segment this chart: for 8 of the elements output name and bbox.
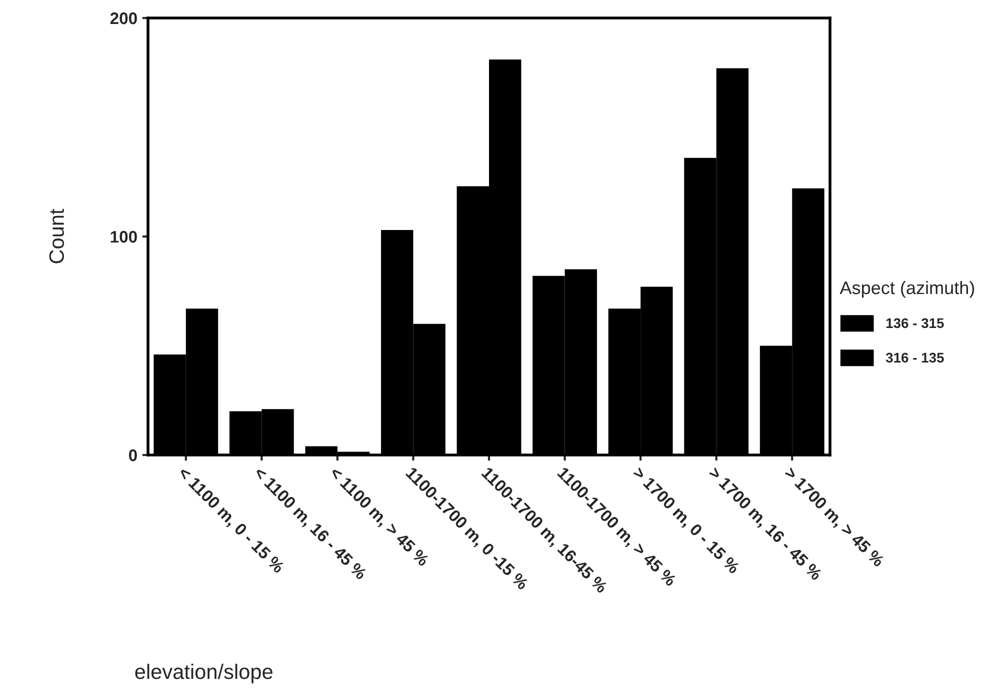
legend-label: 136 - 315 <box>886 318 944 328</box>
x-axis-title: elevation/slope <box>135 664 272 684</box>
y-tick-label: 100 <box>110 230 137 243</box>
y-tick-label: 200 <box>110 12 137 24</box>
legend-title: Aspect (azimuth) <box>840 280 974 298</box>
y-tick-label: 0 <box>128 449 137 462</box>
y-axis-title: Count <box>49 208 64 264</box>
legend-label: 316 - 135 <box>886 352 944 363</box>
